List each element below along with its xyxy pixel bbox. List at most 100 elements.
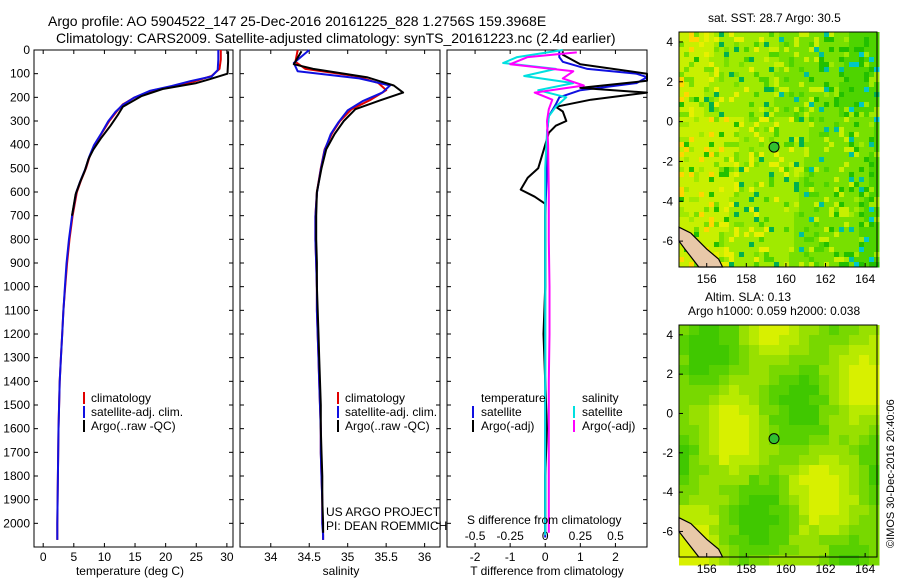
sst-map-cell	[689, 167, 695, 173]
sst-map-cell	[744, 187, 750, 193]
sst-map-cell	[754, 232, 760, 238]
sla-map-cell	[689, 365, 700, 376]
sst-map-cell	[854, 47, 860, 53]
sla-map-cell	[779, 435, 790, 446]
sst-map-cell	[799, 157, 805, 163]
sla-map-cell	[729, 465, 740, 476]
sst-map-cell	[749, 157, 755, 163]
sst-map-cell	[689, 62, 695, 68]
sst-map-cell	[814, 157, 820, 163]
sst-map-cell	[734, 117, 740, 123]
sst-map-cell	[809, 97, 815, 103]
sst-map-cell	[829, 257, 835, 263]
sla-map-cell	[759, 415, 770, 426]
sst-map-ytick-label: 4	[666, 35, 673, 49]
sst-map-cell	[849, 77, 855, 83]
sst-map-cell	[709, 237, 715, 243]
sst-map-cell	[809, 182, 815, 188]
sst-map-cell	[734, 257, 740, 263]
sst-map-cell	[729, 112, 735, 118]
sst-map-cell	[864, 172, 870, 178]
sst-map-cell	[789, 212, 795, 218]
sst-map-cell	[764, 32, 770, 38]
sst-map-cell	[859, 127, 865, 133]
sla-map-cell	[739, 465, 750, 476]
sst-map-cell	[729, 202, 735, 208]
sst-map-cell	[679, 187, 685, 193]
sst-map-cell	[814, 152, 820, 158]
sla-map-cell	[789, 495, 800, 506]
sst-map-cell	[744, 172, 750, 178]
sla-map-cell	[869, 385, 880, 396]
sst-map-cell	[844, 82, 850, 88]
sla-map-cell	[739, 545, 750, 556]
sst-map-cell	[814, 52, 820, 58]
sst-map-cell	[774, 247, 780, 253]
sst-map-cell	[749, 182, 755, 188]
sst-map-cell	[684, 162, 690, 168]
sst-map-cell	[839, 227, 845, 233]
sst-map-cell	[789, 252, 795, 258]
sst-map-cell	[689, 32, 695, 38]
sst-map-argo-marker	[768, 141, 780, 153]
sst-map-cell	[779, 227, 785, 233]
sst-map-cell	[834, 102, 840, 108]
sla-map-cell	[839, 495, 850, 506]
sst-map-cell	[709, 82, 715, 88]
sst-map-cell	[794, 32, 800, 38]
sst-map-cell	[864, 212, 870, 218]
sst-map-cell	[844, 57, 850, 63]
sst-map-cell	[704, 192, 710, 198]
sst-map-cell	[689, 217, 695, 223]
sst-map-cell	[804, 222, 810, 228]
sla-map-cell	[719, 455, 730, 466]
sst-map-cell	[849, 72, 855, 78]
sst-map-cell	[834, 37, 840, 43]
sst-map-cell	[704, 197, 710, 203]
sst-map-cell	[704, 157, 710, 163]
sst-map-cell	[779, 72, 785, 78]
sst-map-cell	[679, 37, 685, 43]
sst-map-cell	[729, 122, 735, 128]
sla-map-cell	[829, 545, 840, 556]
depth-tick-label: 1600	[3, 422, 30, 436]
sst-map-cell	[844, 147, 850, 153]
sst-map-cell	[749, 92, 755, 98]
sla-map-cell	[769, 455, 780, 466]
sla-map-cell	[869, 415, 880, 426]
sst-map-cell	[759, 32, 765, 38]
sst-map-cell	[684, 192, 690, 198]
sst-map-cell	[769, 42, 775, 48]
sla-map-cell	[789, 345, 800, 356]
sst-map-cell	[799, 262, 805, 268]
sla-map-cell	[759, 325, 770, 336]
sla-map-cell	[799, 385, 810, 396]
sla-map-ytick-label: 2	[666, 367, 673, 381]
sla-map-cell	[769, 335, 780, 346]
sst-map-cell	[799, 257, 805, 263]
sst-map-cell	[859, 147, 865, 153]
sst-map-cell	[784, 242, 790, 248]
sst-map-cell	[794, 52, 800, 58]
sst-map-cell	[784, 157, 790, 163]
sla-map-xtick-label: 160	[776, 562, 796, 576]
sla-map-title-2: Argo h1000: 0.059 h2000: 0.038	[688, 304, 860, 318]
sst-map-cell	[809, 192, 815, 198]
diff-s-tick-label: -0.25	[496, 529, 524, 543]
sst-map-cell	[844, 102, 850, 108]
sla-map-cell	[679, 365, 690, 376]
depth-tick-label: 1000	[3, 280, 30, 294]
sla-map-cell	[829, 345, 840, 356]
diff-xtick-label: -2	[470, 550, 481, 564]
sst-map-cell	[714, 222, 720, 228]
sst-map-cell	[769, 207, 775, 213]
sst-map-cell	[789, 102, 795, 108]
sla-map-cell	[789, 435, 800, 446]
sst-map-cell	[774, 132, 780, 138]
sst-map-cell	[824, 57, 830, 63]
imos-watermark: ©IMOS 30-Dec-2016 20:40:06	[885, 399, 897, 548]
diff-legend-t-argo-label: Argo(-adj)	[481, 419, 534, 433]
sla-map-xtick-label: 156	[697, 562, 717, 576]
sla-map-cell	[679, 325, 690, 336]
sst-map-cell	[729, 47, 735, 53]
